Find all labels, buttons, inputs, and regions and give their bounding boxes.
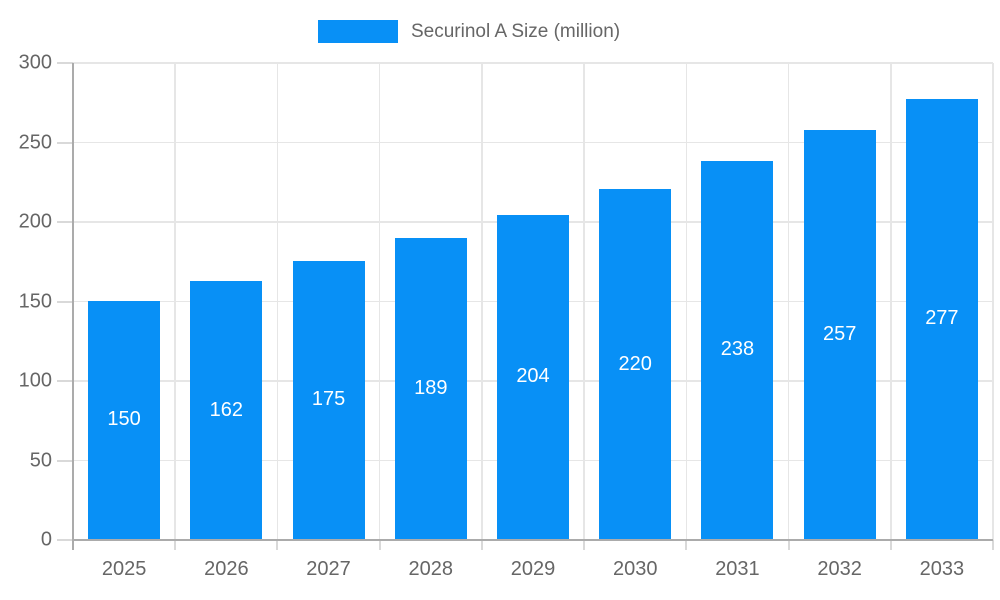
gridline-vertical xyxy=(481,63,483,540)
legend-label: Securinol A Size (million) xyxy=(411,21,621,42)
gridline-vertical xyxy=(583,63,585,540)
bar-2028[interactable]: 189 xyxy=(394,238,467,539)
gridline-vertical xyxy=(787,63,790,540)
bar-2033[interactable]: 277 xyxy=(905,98,978,539)
y-axis-label: 100 xyxy=(18,369,52,392)
bar-value-label: 162 xyxy=(209,398,244,421)
x-axis-tick xyxy=(276,540,279,550)
bar-value-label: 150 xyxy=(107,408,141,431)
bar-value-label: 238 xyxy=(720,338,755,361)
bar-value-label: 189 xyxy=(414,377,448,400)
bar-2030[interactable]: 220 xyxy=(599,189,672,539)
x-axis-tick xyxy=(685,540,688,550)
bar-2026[interactable]: 162 xyxy=(190,281,263,539)
y-axis-label: 300 xyxy=(18,51,52,74)
x-axis-tick xyxy=(174,540,177,550)
x-axis-tick xyxy=(787,540,790,550)
bar-2032[interactable]: 257 xyxy=(803,130,876,539)
legend-swatch xyxy=(318,20,398,43)
y-axis-label: 200 xyxy=(18,210,52,233)
bar-value-label: 220 xyxy=(618,352,652,375)
x-axis-tick xyxy=(583,540,586,550)
y-axis-label: 250 xyxy=(18,131,52,153)
gridline-vertical xyxy=(174,63,176,540)
x-axis-tick xyxy=(480,540,483,550)
legend-item[interactable]: Securinol A Size (million) xyxy=(318,20,620,43)
gridline-vertical xyxy=(276,63,279,540)
bar-2025[interactable]: 150 xyxy=(88,300,161,539)
x-axis-label: 2026 xyxy=(204,558,249,580)
x-axis-label: 2028 xyxy=(408,558,454,580)
x-axis-line xyxy=(73,539,993,541)
x-axis-label: 2030 xyxy=(612,558,658,580)
y-axis-tick xyxy=(57,539,73,541)
y-axis-label: 0 xyxy=(40,528,52,551)
x-axis-label: 2031 xyxy=(715,558,760,580)
y-axis-line xyxy=(72,63,74,550)
y-axis-label: 150 xyxy=(18,290,52,312)
x-axis-label: 2027 xyxy=(306,558,351,580)
bar-2027[interactable]: 175 xyxy=(292,260,365,539)
bar-value-label: 175 xyxy=(311,388,346,411)
y-axis-tick xyxy=(57,380,73,382)
x-axis-label: 2025 xyxy=(101,558,147,580)
y-axis-tick xyxy=(57,141,73,144)
bar-2031[interactable]: 238 xyxy=(701,160,774,539)
y-axis-tick xyxy=(57,62,73,64)
bar-value-label: 277 xyxy=(925,307,959,330)
bar-value-label: 257 xyxy=(822,323,857,346)
y-axis-tick xyxy=(57,221,73,223)
gridline-vertical xyxy=(685,63,688,540)
gridline-horizontal xyxy=(73,141,993,144)
x-axis-tick xyxy=(378,540,381,550)
y-axis-tick xyxy=(57,300,73,303)
x-axis-tick xyxy=(992,540,994,550)
bar-2029[interactable]: 204 xyxy=(497,214,569,539)
gridline-vertical xyxy=(378,63,381,540)
gridline-vertical xyxy=(890,63,892,540)
x-axis-label: 2033 xyxy=(919,558,965,580)
x-axis-label: 2029 xyxy=(510,558,556,580)
y-axis-tick xyxy=(57,459,73,462)
gridline-vertical xyxy=(992,63,994,540)
x-axis-tick xyxy=(889,540,892,550)
gridline-horizontal xyxy=(73,62,993,64)
bar-value-label: 204 xyxy=(516,365,550,388)
y-axis-label: 50 xyxy=(29,449,52,471)
x-axis-label: 2032 xyxy=(817,558,862,580)
